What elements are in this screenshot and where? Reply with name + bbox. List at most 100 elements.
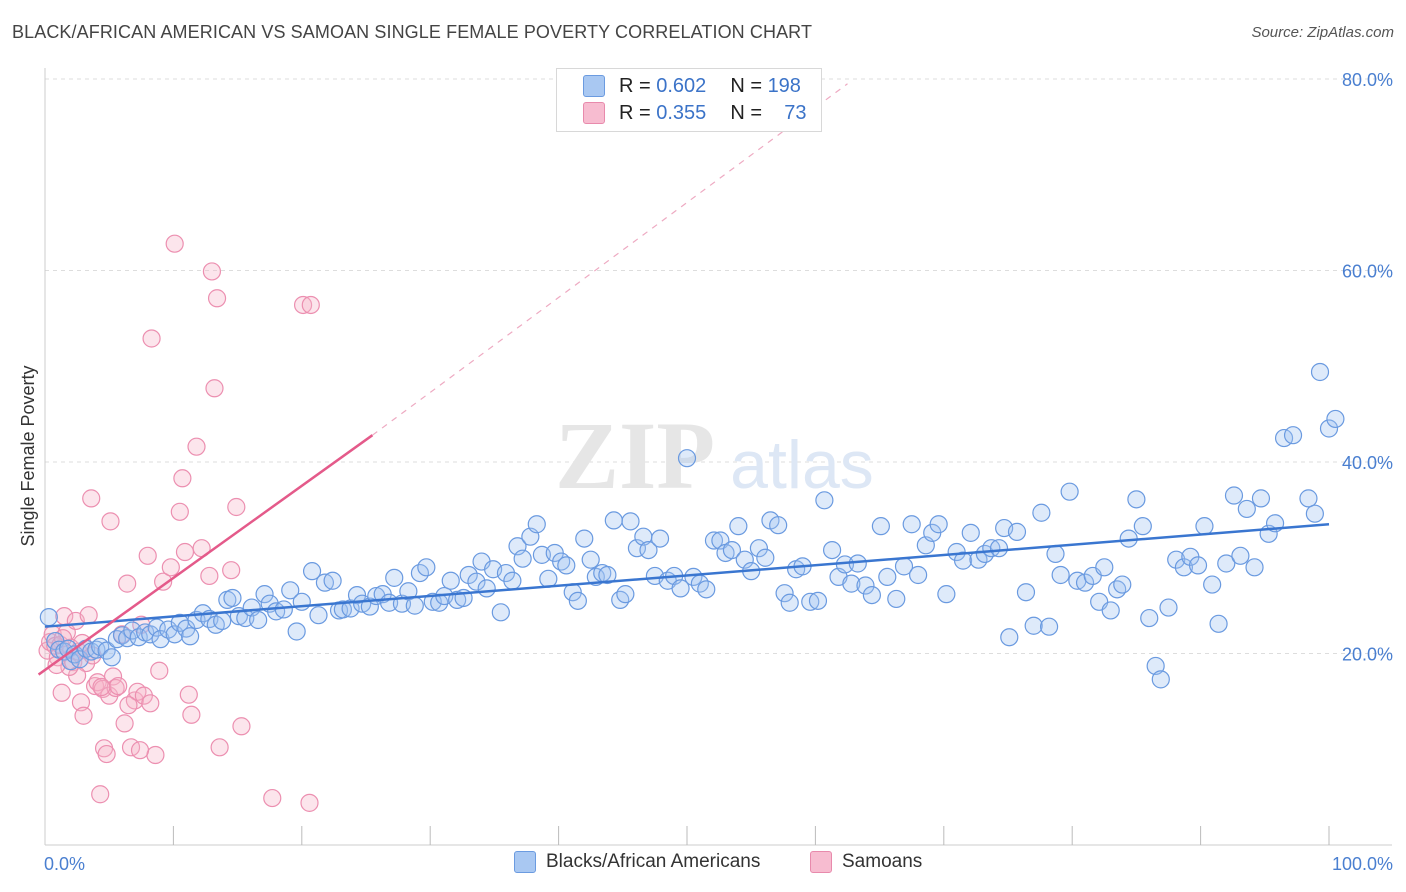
samoan-point — [92, 677, 111, 697]
black-point — [929, 515, 948, 534]
black-point — [671, 579, 690, 598]
legend-r-value-black: 0.602 — [656, 74, 707, 97]
black-point — [878, 567, 897, 587]
samoan-point — [52, 683, 71, 702]
black-point — [704, 531, 724, 550]
black-point — [937, 585, 956, 604]
black-point — [287, 622, 306, 641]
black-point — [459, 565, 478, 585]
black-point — [1305, 504, 1324, 523]
samoan-point — [71, 693, 91, 712]
legend-row-black: R = 0.602 N = 198 — [583, 73, 801, 99]
bottom-legend-swatch-black — [514, 851, 536, 873]
samoan-point — [154, 572, 173, 591]
black-points — [39, 362, 1345, 689]
samoan-point — [232, 717, 251, 736]
black-point — [856, 576, 875, 595]
samoan-point — [207, 289, 227, 308]
samoan-point — [170, 502, 189, 521]
black-point — [871, 517, 890, 536]
black-point — [1251, 489, 1271, 508]
samoan-point — [101, 512, 120, 531]
black-point — [953, 551, 973, 570]
bottom-legend-label-samoan: Samoans — [842, 851, 923, 872]
black-point — [1167, 550, 1186, 569]
black-point — [405, 596, 424, 615]
samoan-point — [150, 661, 169, 680]
black-point — [909, 565, 928, 585]
black-trend-line — [44, 522, 1330, 628]
bottom-legend-label-black: Blacks/African Americans — [546, 851, 761, 872]
black-point — [151, 630, 170, 649]
samoan-point — [161, 558, 180, 577]
black-point — [1133, 517, 1152, 536]
black-point — [842, 574, 861, 593]
black-point — [180, 627, 200, 646]
black-point — [650, 529, 670, 548]
black-point — [1000, 628, 1019, 647]
black-point — [1209, 614, 1228, 633]
watermark: ZIP atlas — [555, 402, 874, 509]
black-point — [1075, 573, 1095, 592]
samoan-point — [187, 437, 206, 456]
legend-swatch-samoan — [583, 102, 605, 124]
legend-n-label: N = — [730, 74, 762, 97]
black-point — [1224, 486, 1244, 505]
black-point — [887, 589, 906, 609]
black-point — [1174, 558, 1194, 577]
samoan-point — [115, 714, 134, 733]
samoan-point — [82, 489, 101, 508]
black-point — [1127, 490, 1146, 509]
legend-row-samoan: R = 0.355 N = 73 — [583, 100, 806, 126]
samoan-point — [179, 685, 198, 704]
samoan-point — [146, 745, 165, 765]
x-tick-label: 0.0% — [44, 854, 85, 874]
samoan-point — [103, 667, 123, 686]
black-point — [274, 600, 293, 619]
samoan-points — [38, 234, 320, 812]
black-point — [1140, 608, 1159, 628]
black-point — [677, 449, 697, 468]
black-point — [423, 592, 442, 611]
black-point — [1159, 598, 1178, 617]
tick-labels: 20.0% 40.0% 60.0% 80.0% 0.0% 100.0% — [44, 70, 1393, 874]
black-point — [309, 606, 328, 625]
samoan-point — [138, 546, 157, 565]
chart-title: BLACK/AFRICAN AMERICAN VS SAMOAN SINGLE … — [12, 22, 813, 42]
samoan-trend-extension — [372, 83, 848, 436]
black-point — [1046, 544, 1065, 564]
black-point — [575, 529, 594, 548]
black-point — [627, 539, 647, 558]
samoan-point — [200, 566, 219, 586]
black-point — [780, 593, 799, 612]
samoan-point — [222, 561, 241, 580]
black-point — [815, 491, 834, 510]
black-point — [1203, 575, 1222, 594]
legend-r-value-samoan: 0.355 — [656, 101, 707, 124]
samoan-point — [175, 542, 195, 562]
black-point — [1245, 558, 1264, 577]
y-tick-label: 40.0% — [1342, 453, 1393, 473]
samoan-point — [165, 234, 184, 253]
axes — [44, 68, 1392, 846]
black-point — [1039, 617, 1059, 636]
black-point — [255, 585, 274, 604]
samoan-point — [182, 705, 201, 724]
samoan-point — [109, 676, 128, 696]
black-point — [1016, 583, 1036, 602]
black-point — [1032, 503, 1051, 522]
black-point — [323, 571, 342, 590]
samoan-trend-line — [37, 434, 374, 676]
black-point — [1326, 409, 1345, 429]
samoan-point — [141, 694, 160, 713]
samoan-point — [119, 696, 138, 715]
black-point — [808, 591, 828, 610]
black-point — [862, 585, 881, 605]
samoan-point — [74, 706, 93, 725]
black-point — [822, 540, 842, 560]
black-point — [1188, 556, 1208, 575]
y-axis-label: Single Female Poverty — [18, 365, 38, 546]
black-point — [639, 540, 658, 560]
black-point — [989, 539, 1009, 558]
black-point — [735, 550, 754, 569]
